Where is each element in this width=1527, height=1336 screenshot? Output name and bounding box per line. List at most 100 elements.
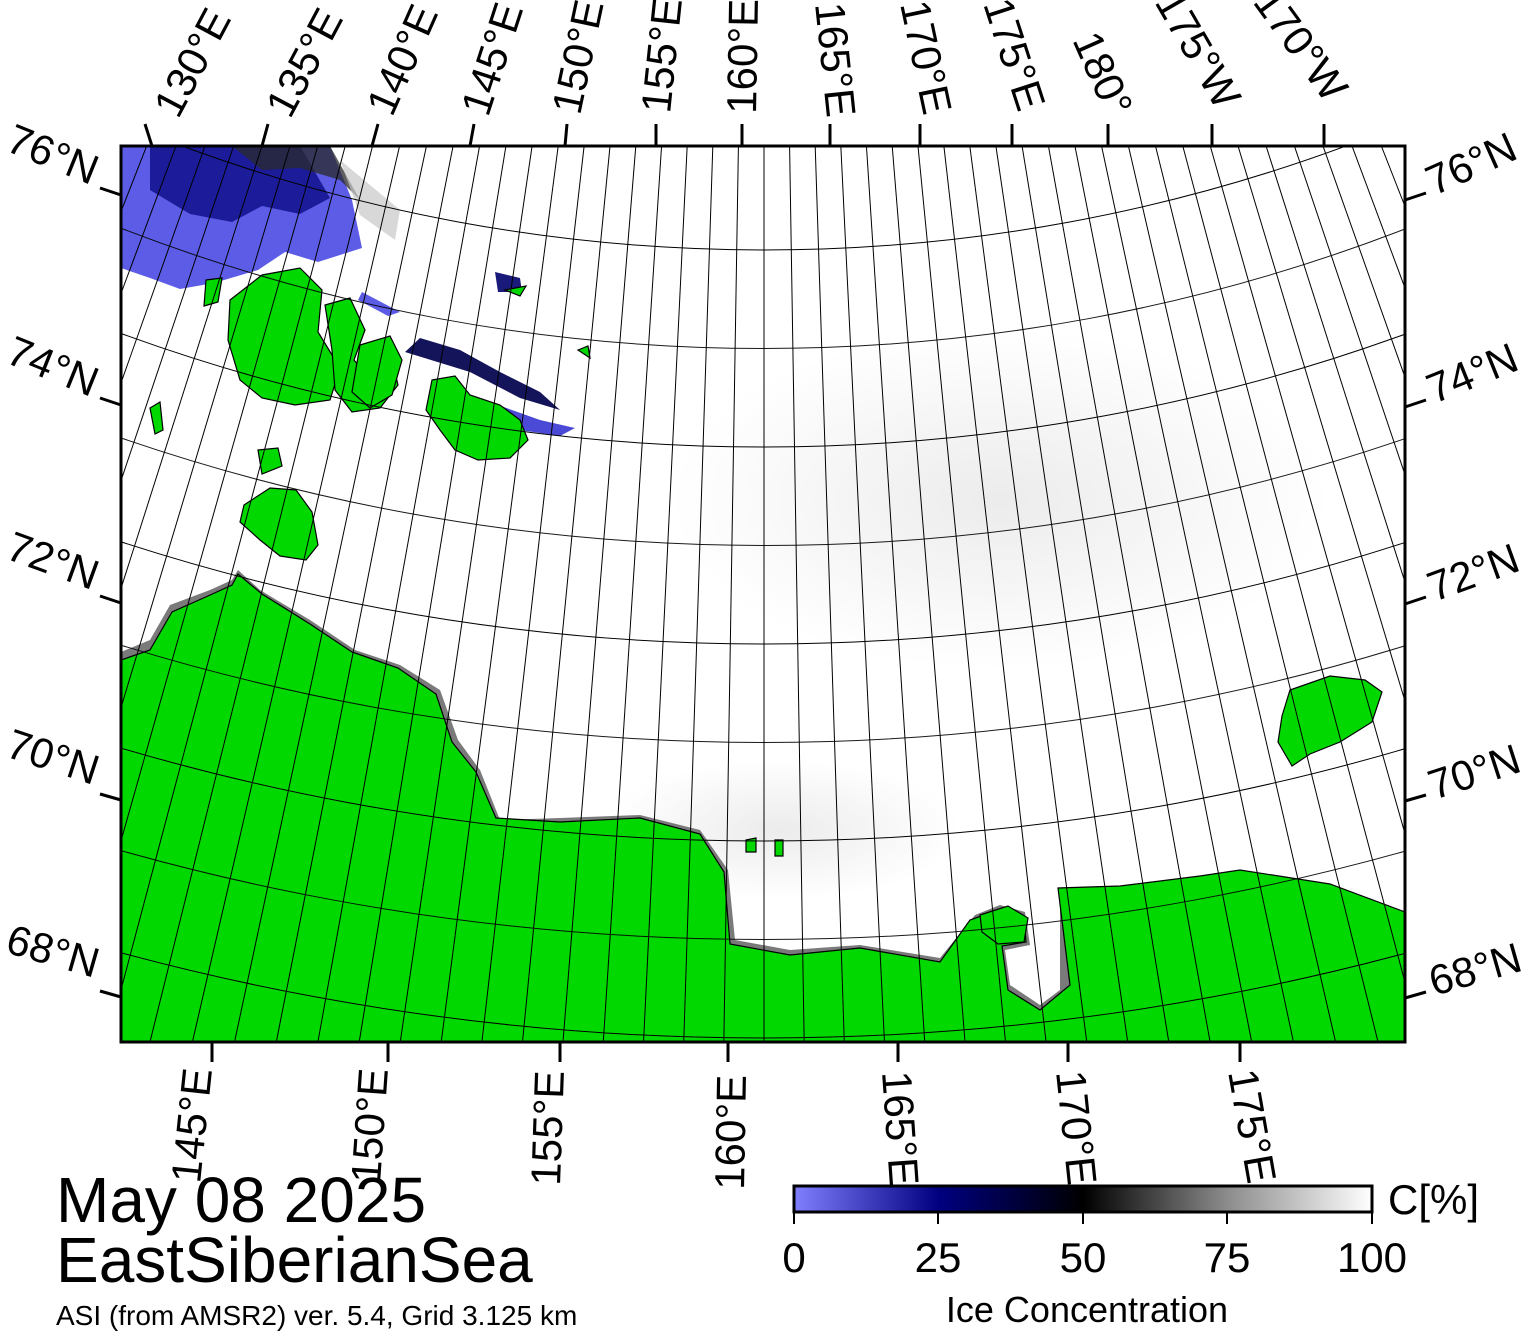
dark-ice-band — [232, 146, 360, 200]
meridian-line — [995, 146, 1129, 1042]
meridian-line — [121, 146, 263, 591]
bottom-lon-label: 150°E — [342, 1067, 397, 1185]
meridian-line — [969, 146, 1088, 1042]
left-lat-label: 74°N — [1, 327, 106, 406]
meridian-line — [1047, 146, 1211, 1042]
meridian-line — [723, 146, 739, 1042]
bottom-longitude-labels: 145°E 150°E 155°E 160°E 165°E 170°E 175°… — [162, 1065, 1285, 1190]
meridian-line — [1182, 146, 1405, 985]
product-info: ASI (from AMSR2) ver. 5.4, Grid 3.125 km — [56, 1300, 578, 1331]
colorbar: 0 25 50 75 100 C[%] Ice Concentration — [782, 1176, 1479, 1330]
meridian-line — [602, 146, 663, 1042]
frame-ticks — [99, 123, 1427, 1062]
meridian-line — [149, 146, 374, 1042]
colorbar-unit: C[%] — [1388, 1176, 1479, 1223]
meridian-line — [943, 146, 1047, 1042]
meridian-line — [1101, 146, 1294, 1042]
ice-lead-east — [405, 338, 560, 410]
top-lon-label: 135°E — [256, 1, 351, 125]
top-lon-label: 150°E — [543, 0, 613, 118]
stolbovoy-island — [149, 401, 164, 435]
meridian-line — [789, 146, 805, 1042]
top-longitude-labels: 130°E 135°E 140°E 145°E 150°E 155°E 160°… — [144, 0, 1357, 124]
meridian-line — [1209, 146, 1405, 836]
colorbar-tick-label: 75 — [1204, 1234, 1251, 1281]
right-lat-label: 68°N — [1424, 934, 1527, 1005]
meridian-line — [440, 146, 559, 1042]
left-lat-label: 76°N — [1, 115, 106, 194]
meridian-line — [814, 146, 845, 1042]
colorbar-tick-label: 100 — [1337, 1234, 1407, 1281]
colorbar-title: Ice Concentration — [946, 1289, 1228, 1330]
meridian-line — [1237, 146, 1405, 703]
ice-haze-central — [670, 330, 1330, 670]
meridian-line — [234, 146, 427, 1042]
meridian-line — [1154, 146, 1379, 1042]
bottom-lon-label: 155°E — [522, 1070, 573, 1186]
jeannette-island — [502, 285, 528, 297]
bottom-lon-label: 165°E — [873, 1069, 928, 1187]
medvezhyi-island-2 — [774, 839, 784, 857]
meridian-line — [865, 146, 926, 1042]
meridian-line — [0, 0, 3, 875]
top-lon-label: 170°E — [891, 0, 961, 118]
ice-patch-west — [358, 292, 400, 316]
henrietta-island — [576, 345, 591, 360]
ice-patch-north — [495, 272, 522, 292]
colorbar-tick-label: 50 — [1060, 1234, 1107, 1281]
left-lat-label: 72°N — [1, 522, 105, 598]
meridian-line — [1127, 146, 1337, 1042]
ayon-island — [979, 905, 1029, 945]
meridian-line — [891, 146, 966, 1042]
siberian-mainland — [121, 573, 1405, 1042]
map-region: EastSiberianSea — [56, 1224, 533, 1296]
right-lat-label: 70°N — [1422, 735, 1526, 809]
left-lat-label: 68°N — [2, 915, 105, 986]
meridian-line — [840, 146, 885, 1042]
meridian-line — [1074, 146, 1253, 1042]
meridian-line — [399, 146, 533, 1042]
meridian-line — [1021, 146, 1170, 1042]
meridian-line — [643, 146, 688, 1042]
meridian-line — [1265, 146, 1405, 584]
top-lon-label: 165°E — [806, 0, 865, 119]
bottom-lon-label: 170°E — [1047, 1068, 1106, 1187]
meridian-line — [121, 146, 319, 843]
meridian-line — [521, 146, 611, 1042]
meridian-line — [358, 146, 507, 1042]
grey-ice-edge — [340, 160, 400, 240]
bottom-lon-label: 160°E — [706, 1074, 755, 1190]
top-lon-label: 175°W — [1146, 0, 1250, 116]
colorbar-tick-label: 25 — [915, 1234, 962, 1281]
meridian-line — [562, 146, 637, 1042]
map-frame — [119, 144, 1407, 1044]
top-lon-label: 170°W — [1245, 0, 1358, 110]
meridian-line — [683, 146, 714, 1042]
meridian-line — [481, 146, 585, 1042]
top-lon-label: 155°E — [632, 0, 691, 115]
colorbar-tick-label: 0 — [782, 1234, 805, 1281]
left-lat-label: 70°N — [1, 720, 105, 794]
meridian-line — [317, 146, 481, 1042]
right-lat-label: 72°N — [1421, 534, 1525, 610]
colorbar-gradient — [792, 1184, 1374, 1214]
top-lon-label: 160°E — [718, 0, 767, 114]
bottom-lon-label: 175°E — [1219, 1065, 1285, 1186]
meridian-line — [121, 146, 291, 710]
bunge-land — [351, 335, 403, 409]
right-lat-label: 74°N — [1420, 334, 1525, 413]
top-lon-label: 140°E — [357, 0, 447, 122]
meridian-line — [917, 146, 1007, 1042]
meridian-line — [191, 146, 401, 1042]
top-lon-label: 130°E — [144, 1, 239, 125]
top-lon-label: 180° — [1064, 25, 1142, 123]
top-lon-label: 145°E — [452, 0, 532, 121]
top-lon-label: 175°E — [974, 0, 1054, 116]
right-lat-label: 76°N — [1419, 123, 1524, 204]
meridian-line — [275, 146, 454, 1042]
meridian-line — [121, 146, 346, 992]
colorbar-ticks — [793, 1212, 1373, 1224]
